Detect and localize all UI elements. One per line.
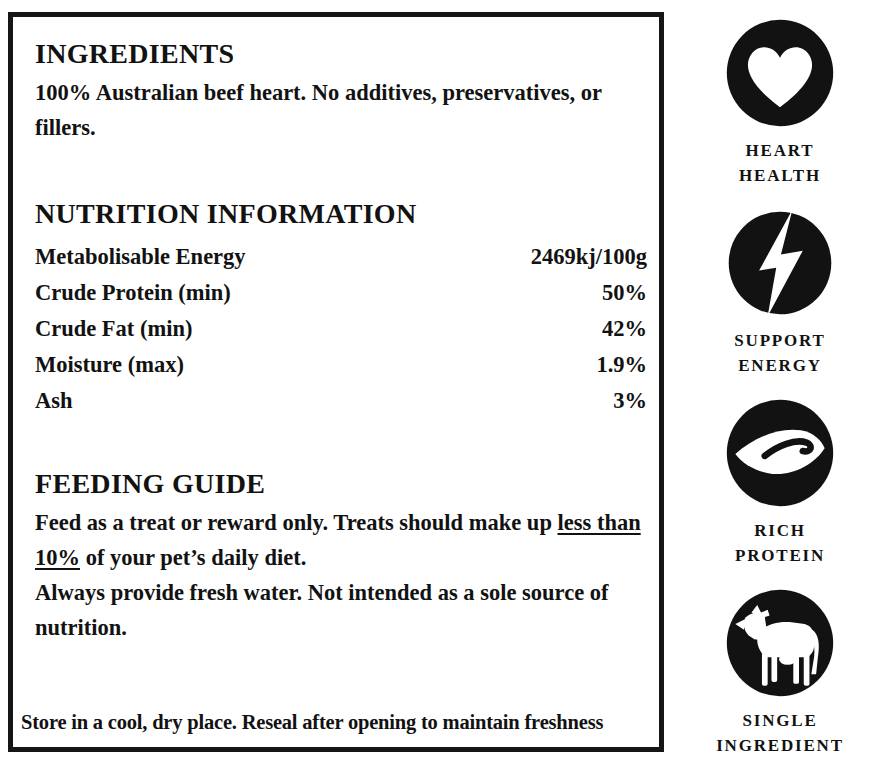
badge-support-energy: SUPPORT ENERGY [723,206,837,378]
feeding-guide-section: FEEDING GUIDE Feed as a treat or reward … [35,467,647,645]
leaf-icon [723,396,837,510]
badge-label-line: SINGLE [716,708,844,733]
heart-icon [723,16,837,130]
cow-icon [723,586,837,700]
badge-label-line: RICH [735,518,825,543]
nutrient-value: 50% [602,275,647,311]
nutrition-table: Metabolisable Energy 2469kj/100g Crude P… [35,239,647,419]
nutrient-name: Moisture (max) [35,347,184,383]
badge-label-line: ENERGY [734,353,825,378]
feeding-guide-text-1: Feed as a treat or reward only. Treats s… [35,505,647,575]
nutrition-heading: NUTRITION INFORMATION [35,197,647,231]
badge-label-line: INGREDIENT [716,733,844,758]
nutrition-panel: INGREDIENTS 100% Australian beef heart. … [8,12,664,752]
nutrition-section: NUTRITION INFORMATION Metabolisable Ener… [35,197,647,419]
badge-label-line: PROTEIN [735,543,825,568]
table-row: Ash 3% [35,383,647,419]
feeding-guide-heading: FEEDING GUIDE [35,467,647,501]
badge-rich-protein: RICH PROTEIN [723,396,837,568]
nutrient-name: Metabolisable Energy [35,239,246,275]
nutrient-name: Crude Fat (min) [35,311,192,347]
storage-instructions: Store in a cool, dry place. Reseal after… [21,707,647,739]
badge-label: RICH PROTEIN [735,518,825,568]
benefit-badges-column: HEART HEALTH SUPPORT ENERGY [690,16,870,770]
nutrient-value: 2469kj/100g [531,239,647,275]
lightning-icon [723,206,837,320]
nutrient-value: 3% [613,383,647,419]
badge-label: SUPPORT ENERGY [734,328,825,378]
ingredients-section: INGREDIENTS 100% Australian beef heart. … [35,37,647,145]
badge-label-line: HEALTH [739,163,821,188]
badge-label: SINGLE INGREDIENT [716,708,844,758]
table-row: Crude Fat (min) 42% [35,311,647,347]
ingredients-heading: INGREDIENTS [35,37,647,71]
badge-label-line: SUPPORT [734,328,825,353]
badge-label: HEART HEALTH [739,138,821,188]
badge-single-ingredient: SINGLE INGREDIENT [716,586,844,758]
nutrient-name: Crude Protein (min) [35,275,231,311]
badge-heart-health: HEART HEALTH [723,16,837,188]
table-row: Moisture (max) 1.9% [35,347,647,383]
nutrient-value: 42% [602,311,647,347]
nutrient-name: Ash [35,383,73,419]
feeding-text-part2: of your pet’s daily diet. [80,545,306,570]
feeding-text-part1: Feed as a treat or reward only. Treats s… [35,510,558,535]
ingredients-text: 100% Australian beef heart. No additives… [35,75,647,145]
badge-label-line: HEART [739,138,821,163]
table-row: Crude Protein (min) 50% [35,275,647,311]
nutrient-value: 1.9% [596,347,647,383]
label-sheet: INGREDIENTS 100% Australian beef heart. … [0,0,876,770]
feeding-guide-text-2: Always provide fresh water. Not intended… [35,575,647,645]
table-row: Metabolisable Energy 2469kj/100g [35,239,647,275]
